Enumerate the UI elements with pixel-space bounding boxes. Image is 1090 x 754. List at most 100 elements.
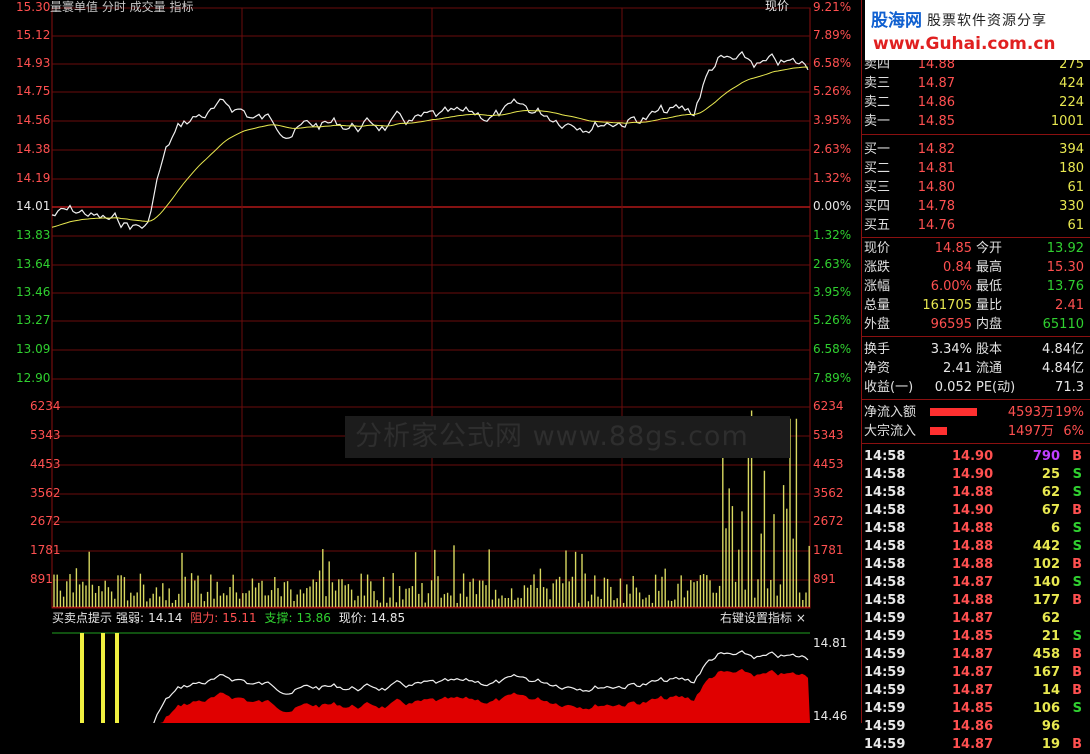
tick-side: B xyxy=(1072,557,1082,572)
quote-value: 13.76 xyxy=(1046,279,1084,294)
volume-axis-right-label: 5343 xyxy=(813,428,844,442)
tick-row: 14:59 14.87 458 B xyxy=(862,645,1090,664)
chart-canvas[interactable] xyxy=(0,0,860,723)
bid-volume: 61 xyxy=(1067,218,1084,233)
volume-axis-left-label: 5343 xyxy=(30,428,61,442)
fundamental-row: 换手 3.34% 股本 4.84亿 xyxy=(862,340,1090,359)
watermark: 分析家公式网 www.88gs.com xyxy=(345,416,790,458)
price-axis-right-label: 1.32% xyxy=(813,228,852,242)
price-axis-left-label: 14.75 xyxy=(16,84,51,98)
quote-value: 6.00% xyxy=(930,279,972,294)
price-axis-left-label: 14.38 xyxy=(16,142,51,156)
tick-time: 14:58 xyxy=(864,467,906,482)
flow-percent: 6% xyxy=(1063,424,1084,439)
fund-label: PE(动) xyxy=(976,380,1016,395)
quote-value: 13.92 xyxy=(1046,241,1084,256)
bid-price: 14.80 xyxy=(917,180,955,195)
tick-volume: 790 xyxy=(1032,449,1060,464)
volume-axis-left-label: 6234 xyxy=(30,399,61,413)
logo-brand: 股海网 xyxy=(871,11,922,31)
price-axis-left-label: 13.64 xyxy=(16,257,51,271)
ask-volume: 424 xyxy=(1059,76,1084,91)
bid-row: 买四 14.78 330 xyxy=(862,197,1090,216)
logo-url: www.Guhai.com.cn xyxy=(873,34,1056,54)
price-axis-right-label: 7.89% xyxy=(813,371,852,385)
bid-label: 买一 xyxy=(864,142,891,157)
tick-volume: 62 xyxy=(1041,485,1060,500)
flow-bar xyxy=(930,408,977,416)
tick-side: S xyxy=(1072,629,1082,644)
bid-price: 14.76 xyxy=(917,218,955,233)
ask-label: 卖四 xyxy=(864,57,891,72)
tick-volume: 21 xyxy=(1041,629,1060,644)
price-axis-right-label: 6.58% xyxy=(813,56,852,70)
indicator-title: 买卖点提示 xyxy=(52,611,113,625)
intraday-chart[interactable] xyxy=(0,0,860,723)
quote-value: 65110 xyxy=(1042,317,1084,332)
volume-axis-right-label: 4453 xyxy=(813,457,844,471)
indicator-settings-button[interactable]: 右键设置指标 × xyxy=(720,611,806,625)
bid-label: 买四 xyxy=(864,199,891,214)
ask-label: 卖一 xyxy=(864,114,891,129)
tick-side: B xyxy=(1072,503,1082,518)
top-right-label: 现价 xyxy=(765,0,790,13)
tick-volume: 442 xyxy=(1032,539,1060,554)
quote-label: 现价 xyxy=(864,241,891,256)
volume-axis-right-label: 891 xyxy=(813,572,836,586)
fund-label: 净资 xyxy=(864,361,891,376)
flow-row: 净流入额 4593万 19% xyxy=(862,403,1090,422)
fund-value: 4.84亿 xyxy=(1042,342,1084,357)
volume-axis-right-label: 3562 xyxy=(813,486,844,500)
tick-time: 14:59 xyxy=(864,665,906,680)
price-axis-left-label: 15.30 xyxy=(16,0,51,14)
flow-bar xyxy=(930,427,947,435)
quote-value: 15.30 xyxy=(1046,260,1084,275)
volume-axis-left-label: 3562 xyxy=(30,486,61,500)
tick-time: 14:59 xyxy=(864,719,906,734)
tick-price: 14.88 xyxy=(952,593,994,608)
tick-price: 14.90 xyxy=(952,467,994,482)
volume-axis-right-label: 1781 xyxy=(813,543,844,557)
tick-row: 14:58 14.88 442 S xyxy=(862,537,1090,556)
tick-volume: 62 xyxy=(1041,611,1060,626)
ask-price: 14.85 xyxy=(917,114,955,129)
fund-value: 71.3 xyxy=(1055,380,1084,395)
flow-label: 大宗流入 xyxy=(864,424,917,439)
divider xyxy=(862,443,1090,444)
price-label: 现价: xyxy=(338,611,367,625)
divider xyxy=(862,237,1090,238)
tick-time: 14:58 xyxy=(864,593,906,608)
price-axis-left-label: 14.19 xyxy=(16,171,51,185)
tick-row: 14:58 14.90 790 B xyxy=(862,447,1090,466)
average-line xyxy=(51,66,809,228)
quote-label: 量比 xyxy=(976,298,1003,313)
resistance-value: 15.11 xyxy=(222,611,257,625)
tick-price: 14.88 xyxy=(952,557,994,572)
support-label: 支撑: xyxy=(264,611,293,625)
price-value: 14.85 xyxy=(370,611,406,625)
tick-row: 14:58 14.88 62 S xyxy=(862,483,1090,502)
tick-price: 14.87 xyxy=(952,647,994,662)
tick-time: 14:59 xyxy=(864,647,906,662)
price-axis-left-label: 14.93 xyxy=(16,56,51,70)
bid-label: 买三 xyxy=(864,180,891,195)
ask-row: 卖一 14.85 1001 xyxy=(862,112,1090,131)
price-axis-right-label: 3.95% xyxy=(813,285,852,299)
volume-axis-left-label: 4453 xyxy=(30,457,61,471)
tick-time: 14:58 xyxy=(864,485,906,500)
volume-axis-right-label: 6234 xyxy=(813,399,844,413)
bid-volume: 180 xyxy=(1059,161,1084,176)
fund-value: 2.41 xyxy=(943,361,972,376)
fund-value: 4.84亿 xyxy=(1042,361,1084,376)
support-value: 13.86 xyxy=(296,611,331,625)
tick-time: 14:59 xyxy=(864,701,906,716)
tick-time: 14:58 xyxy=(864,503,906,518)
indicator-axis-label: 14.46 xyxy=(813,709,848,723)
ask-price: 14.87 xyxy=(917,76,955,91)
tick-volume: 102 xyxy=(1032,557,1060,572)
quote-panel: 卖四 14.88 275 卖三 14.87 424 卖二 14.86 224 卖一 14.85 100… xyxy=(861,0,1090,752)
tick-time: 14:58 xyxy=(864,449,906,464)
bid-price: 14.81 xyxy=(917,161,955,176)
fund-label: 收益(一) xyxy=(864,380,914,395)
tick-volume: 140 xyxy=(1032,575,1060,590)
